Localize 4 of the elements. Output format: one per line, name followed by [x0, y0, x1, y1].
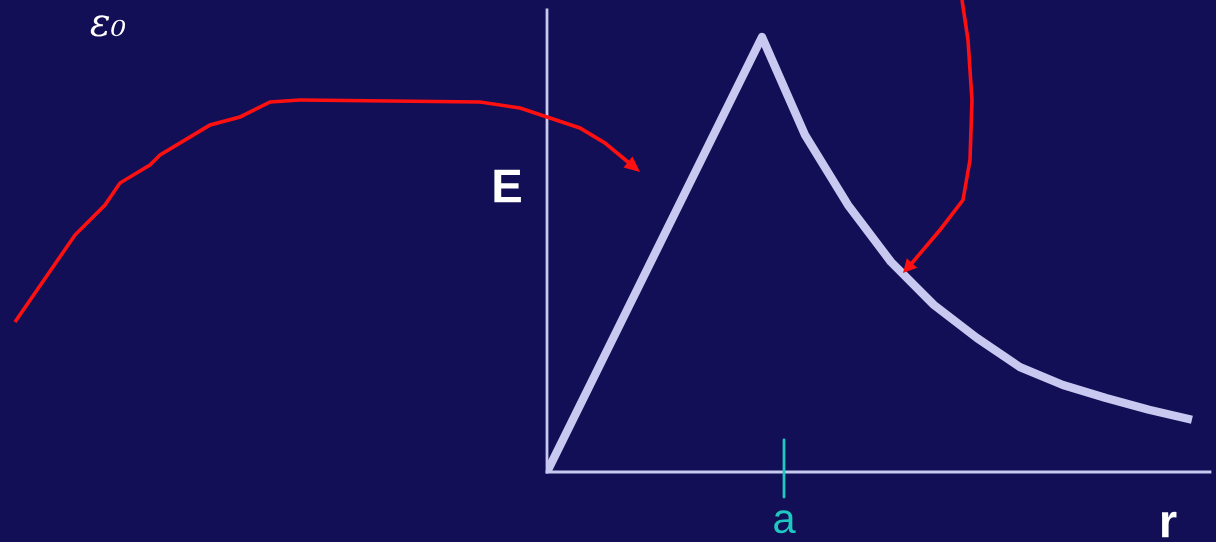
text: a: [774, 510, 796, 534]
text: ε₀: [90, 15, 126, 37]
x-axis-title: r: [1161, 511, 1177, 538]
y-axis-title: E: [494, 169, 521, 203]
